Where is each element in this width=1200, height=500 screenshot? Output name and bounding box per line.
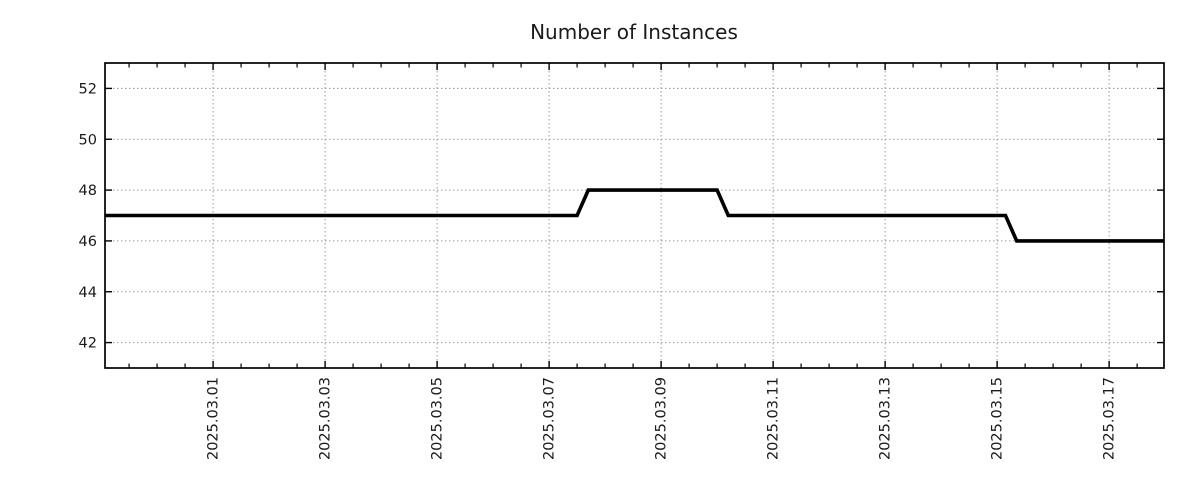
x-tick-label: 2025.03.17	[1102, 377, 1118, 460]
x-tick-label: 2025.03.03	[318, 377, 334, 460]
y-tick-label: 46	[79, 234, 97, 250]
tick-labels-layer: 42 44 46 48 50 52 2025.03.01 2025.03.03 2025.03.…	[79, 81, 1118, 460]
y-tick-label: 50	[79, 132, 97, 148]
y-tick-label: 52	[79, 81, 97, 97]
x-tick-label: 2025.03.01	[206, 377, 222, 460]
plot-border	[104, 62, 1165, 369]
series-line	[105, 188, 1164, 243]
x-tick-label: 2025.03.11	[766, 377, 782, 460]
x-tick-label: 2025.03.05	[430, 377, 446, 460]
x-tick-label: 2025.03.07	[542, 377, 558, 460]
y-tick-label: 42	[79, 336, 97, 352]
x-tick-label: 2025.03.13	[878, 377, 894, 460]
y-tick-label: 48	[79, 183, 97, 199]
x-tick-label: 2025.03.09	[654, 377, 670, 460]
y-tick-label: 44	[79, 285, 97, 301]
data-series-layer	[105, 188, 1164, 243]
x-tick-label: 2025.03.15	[990, 377, 1006, 460]
chart-title: Number of Instances	[530, 20, 738, 44]
